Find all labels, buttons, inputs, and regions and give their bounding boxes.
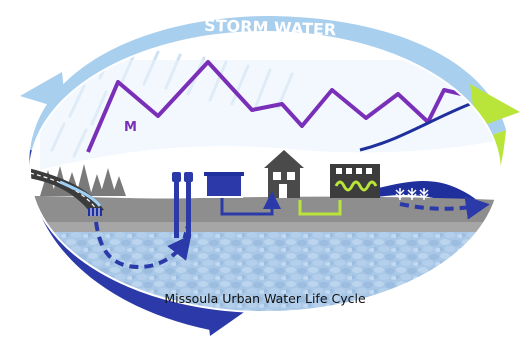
flow-arrow-to-river (399, 195, 490, 220)
road-icon (30, 168, 104, 212)
wastewater-arrow-head (470, 84, 520, 128)
water-pipe (220, 198, 240, 216)
water-tank-icon (204, 172, 244, 198)
water-pipe-to-house (240, 191, 281, 216)
wastewater-pipe (298, 200, 342, 216)
wetland-plants-icon (395, 188, 429, 200)
river-main (370, 180, 500, 238)
storm-water-arrow-head (20, 72, 66, 110)
diagram-caption: Missoula Urban Water Life Cycle (164, 291, 366, 306)
mountain-letter: M (124, 120, 137, 135)
wells-icon (172, 172, 193, 238)
flow-arrow-icon (94, 221, 192, 269)
treatment-plant-icon (330, 164, 380, 198)
storm-water-label: STORM WATER (204, 16, 337, 40)
storm-drain-icon (88, 208, 102, 216)
